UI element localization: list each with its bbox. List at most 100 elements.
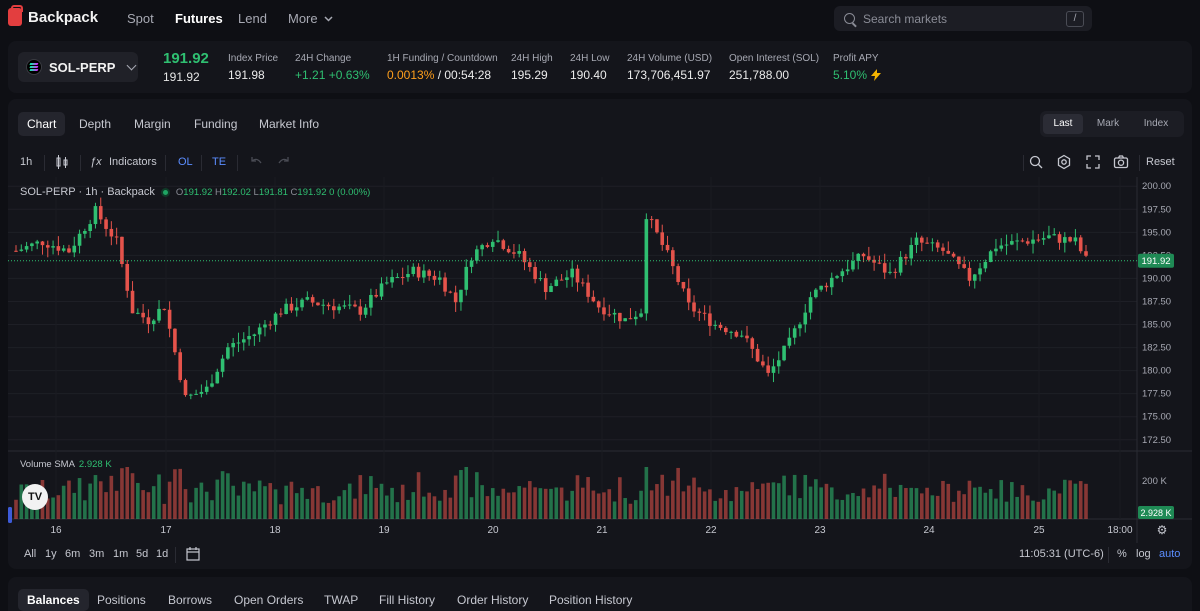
camera-icon[interactable] [1113,154,1129,170]
candle-body [109,228,114,237]
range-1y[interactable]: 1y [45,548,57,560]
volume-bar [803,474,808,519]
calendar-goto-icon[interactable] [185,546,201,562]
tab-depth[interactable]: Depth [79,117,112,131]
tab-positions[interactable]: Positions [97,593,146,607]
funding-rate: 0.0013% [387,68,435,82]
interval-button[interactable]: 1h [20,156,33,168]
percent-scale-toggle[interactable]: % [1117,548,1127,560]
volume-bar [358,475,363,519]
y-tick-label: 195.00 [1142,227,1171,238]
volume-bar [215,479,220,519]
fullscreen-icon[interactable] [1085,154,1101,170]
volume-bar [840,499,845,519]
candle-body [321,304,326,306]
top-navigation: Backpack Spot Futures Lend More Search m… [0,0,1200,38]
nav-spot[interactable]: Spot [127,11,154,26]
indicators-button[interactable]: Indicators [109,156,157,168]
last-price-label: 191.92 [1141,256,1170,267]
volume-bar [332,500,336,519]
volume-bar [241,481,246,519]
tradingview-logo[interactable]: TV [22,484,48,510]
te-toggle[interactable]: TE [212,156,227,168]
volume-bar [729,501,733,519]
volume-bar [252,491,257,519]
volume-bar [602,492,606,519]
divider [201,155,202,171]
candle-body [1047,235,1051,239]
ol-toggle[interactable]: OL [178,156,193,168]
volume-bar [591,490,596,519]
candle-body [125,263,130,291]
candle-body [888,271,892,273]
tab-funding[interactable]: Funding [194,117,238,131]
price-type-mark[interactable]: Mark [1096,118,1120,129]
range-5d[interactable]: 5d [136,548,149,560]
divider [237,155,238,171]
tab-order-history[interactable]: Order History [457,593,529,607]
volume-bar [633,500,638,519]
candle-body [98,206,103,220]
volume-bar [734,487,739,519]
profit-apy-value: 5.10% [833,68,868,82]
candle-body [114,236,119,238]
chevron-down-icon [324,15,333,22]
tab-market-info[interactable]: Market Info [259,117,320,131]
tab-balances[interactable]: Balances [18,589,89,611]
price-chart[interactable]: 200.00197.50195.00192.50190.00187.50185.… [8,177,1192,543]
candle-body [824,285,829,288]
volume-bar [263,486,267,519]
volume-bar [882,473,887,519]
auto-scale-toggle[interactable]: auto [1159,548,1181,560]
market-selector[interactable]: SOL-PERP [18,52,138,82]
range-6m[interactable]: 6m [65,548,81,560]
logo[interactable]: Backpack [8,5,98,26]
log-scale-toggle[interactable]: log [1136,548,1151,560]
settings-icon[interactable] [1056,154,1072,170]
candle-body [792,328,797,338]
price-type-last[interactable]: Last [1043,114,1083,134]
tab-chart[interactable]: Chart [18,112,66,136]
candle-body [453,292,458,303]
stat-label: Index Price [228,53,279,64]
tab-twap[interactable]: TWAP [324,593,359,607]
candle-body [226,347,230,359]
search-input[interactable]: Search markets [863,11,948,26]
redo-icon[interactable] [276,154,292,170]
volume-bar [543,488,548,519]
stat-24h-low: 24H Low 190.40 [570,53,609,82]
undo-icon[interactable] [248,154,264,170]
reset-button[interactable]: Reset [1146,156,1175,168]
candle-body [798,324,802,329]
nav-lend[interactable]: Lend [238,11,267,26]
volume-bar [268,483,273,519]
tab-open-orders[interactable]: Open Orders [234,593,304,607]
tab-margin[interactable]: Margin [134,117,171,131]
price-type-index[interactable]: Index [1143,118,1169,129]
volume-bar [867,497,871,519]
tab-position-history[interactable]: Position History [549,593,633,607]
nav-more[interactable]: More [288,11,333,26]
price-type-toggle: Last Mark Index [1040,111,1184,137]
nav-futures[interactable]: Futures [175,11,223,26]
tab-borrows[interactable]: Borrows [168,593,213,607]
range-1m[interactable]: 1m [113,548,129,560]
candle-body [72,245,77,253]
candle-body [1025,241,1030,244]
volume-bar [565,500,569,519]
range-all[interactable]: All [24,548,37,560]
candle-type-icon[interactable] [54,154,70,170]
stat-value: 191.98 [228,68,265,82]
candle-body [718,324,723,328]
search-bar[interactable]: Search markets / [834,6,1092,31]
zoom-search-icon[interactable] [1028,154,1044,170]
tab-fill-history[interactable]: Fill History [379,593,435,607]
range-1d[interactable]: 1d [156,548,169,560]
range-3m[interactable]: 3m [89,548,105,560]
volume-bar [739,490,744,519]
candle-body [538,278,543,280]
volume-bar [787,495,792,519]
volume-bar [1020,485,1025,519]
volume-bar [872,485,876,519]
candle-body [639,313,643,317]
